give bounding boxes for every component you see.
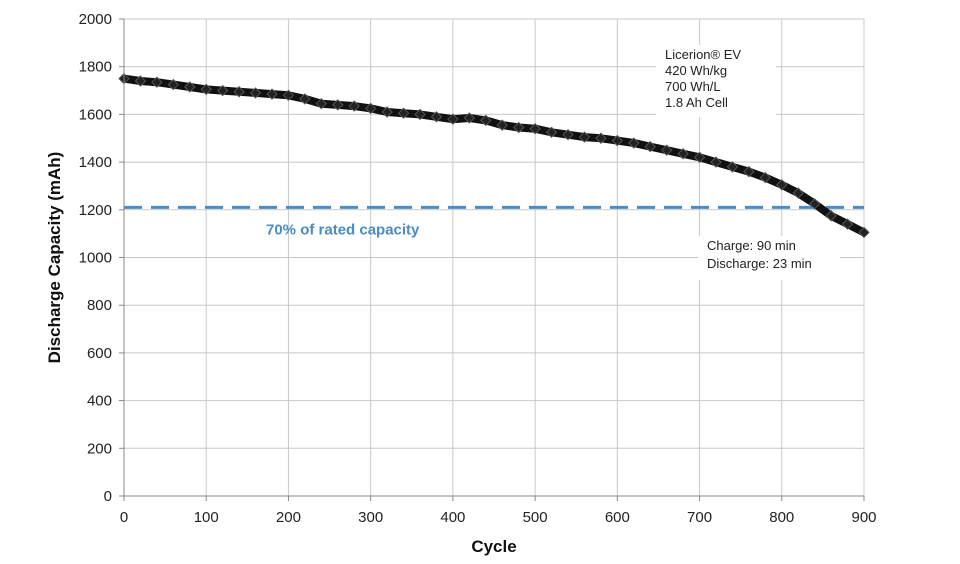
series-0-point: [726, 161, 739, 173]
y-tick-label: 1000: [79, 250, 112, 267]
series-0-point: [677, 148, 689, 160]
series-0-point: [562, 128, 574, 141]
series-0-line: [120, 74, 868, 237]
x-tick-label: 100: [194, 509, 219, 526]
series-0-point: [776, 179, 788, 191]
y-tick-label: 2000: [79, 11, 112, 28]
series-0-point: [808, 198, 821, 210]
series-0-point: [430, 111, 443, 123]
series-0-point: [463, 112, 476, 124]
series-0-point: [529, 123, 541, 135]
series-0-point: [759, 171, 772, 184]
x-axis-title: Cycle: [471, 537, 516, 556]
axis-layer: 0 100 200 300 400 500 600 700 800 900 0 200 400 600 80…: [45, 11, 877, 556]
series-0-point: [282, 89, 295, 102]
series-0-point: [266, 88, 278, 100]
series-0-point: [710, 156, 722, 168]
series-0-point: [858, 226, 870, 239]
series-0-point: [397, 107, 410, 119]
series-0-point: [628, 137, 640, 149]
annotation-box-cell-spec: [656, 45, 776, 117]
series-0-point: [480, 114, 492, 127]
y-axis-title: Discharge Capacity (mAh): [45, 152, 64, 364]
x-tick-label: 300: [358, 509, 383, 526]
series-0-point: [332, 99, 344, 111]
series-0-point: [644, 140, 656, 153]
y-tick-label: 200: [87, 440, 112, 457]
y-tick-label: 1600: [79, 106, 112, 123]
x-tick-label: 700: [687, 509, 712, 526]
series-0-point: [134, 75, 147, 87]
series-0-point: [381, 106, 393, 118]
y-tick-label: 800: [87, 297, 112, 314]
series-0-point: [611, 134, 624, 147]
y-tick-label: 1200: [79, 202, 112, 219]
x-tick-label: 500: [523, 509, 548, 526]
x-tick-label: 400: [440, 509, 465, 526]
series-0-point: [825, 210, 837, 222]
series-0-point: [151, 76, 163, 88]
series-0-point: [348, 100, 360, 112]
series-0-point: [184, 81, 196, 93]
annotation-box-rates: [698, 236, 840, 280]
series-0-point: [660, 144, 673, 156]
annotation-line-cell-spec: 1.8 Ah Cell: [665, 95, 728, 110]
series-0-point: [216, 84, 229, 97]
series-0-point: [200, 83, 212, 96]
annotation-line-rates: Discharge: 23 min: [707, 256, 812, 271]
annotation-line-cell-spec: Licerion® EV: [665, 47, 741, 62]
y-tick-label: 1800: [79, 59, 112, 76]
reference-line-label: 70% of rated capacity: [266, 221, 420, 238]
series-0-point: [447, 113, 459, 125]
series-0-point: [249, 87, 262, 99]
x-tick-label: 800: [769, 509, 794, 526]
x-tick-label: 600: [605, 509, 630, 526]
series-0-point: [512, 121, 525, 134]
x-tick-label: 200: [276, 509, 301, 526]
series-0-point: [167, 78, 180, 91]
y-tick-label: 0: [104, 488, 112, 505]
series-0-point: [743, 165, 755, 178]
annotation-line-cell-spec: 700 Wh/L: [665, 79, 721, 94]
series-0-point: [233, 86, 245, 98]
series-0-point: [364, 102, 377, 115]
y-tick-label: 600: [87, 345, 112, 362]
series-0-point: [496, 119, 508, 131]
annotation-line-rates: Charge: 90 min: [707, 238, 796, 253]
reference-line-layer: 70% of rated capacity: [124, 205, 864, 238]
series-0-point: [299, 93, 311, 105]
x-tick-label: 900: [851, 509, 876, 526]
series-0-point: [414, 108, 426, 121]
grid-layer: [123, 18, 865, 497]
series-layer: [118, 72, 870, 239]
series-0-point: [595, 132, 607, 144]
y-tick-label: 400: [87, 393, 112, 410]
y-tick-label: 1400: [79, 154, 112, 171]
series-0-point: [693, 151, 706, 164]
annotation-line-cell-spec: 420 Wh/kg: [665, 63, 727, 78]
series-0-point: [315, 97, 328, 110]
series-0-point: [792, 187, 804, 199]
x-tick-label: 0: [120, 509, 128, 526]
series-0-point: [545, 126, 558, 138]
series-0-point: [841, 218, 854, 230]
series-0-point: [578, 131, 591, 143]
